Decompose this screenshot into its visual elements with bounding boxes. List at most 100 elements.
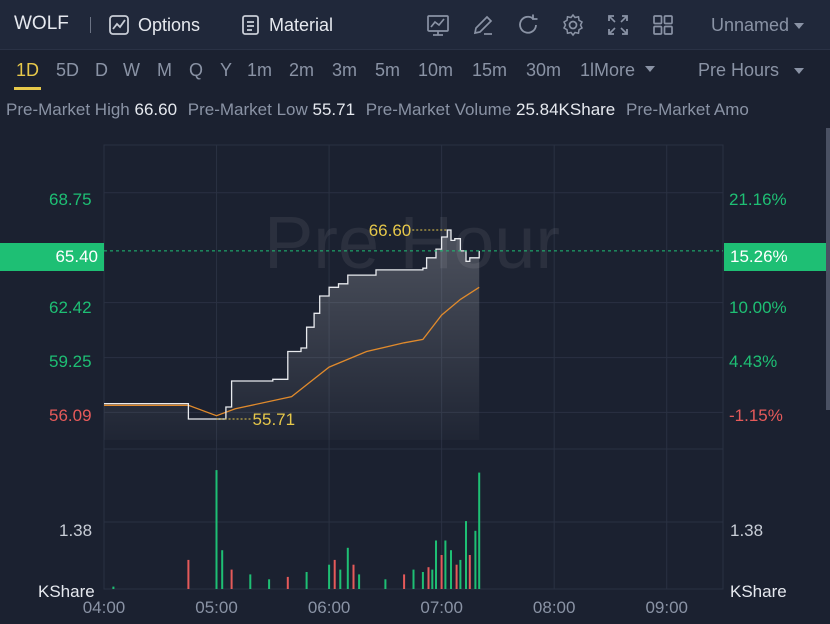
refresh-icon[interactable] <box>516 13 540 37</box>
chevron-down-icon[interactable] <box>794 23 804 29</box>
volume-bar <box>468 555 471 589</box>
active-period-underline <box>14 87 41 90</box>
toolbar-divider <box>90 17 91 33</box>
high-low-markers: 66.60 55.71 <box>216 221 448 429</box>
high-marker-label: 66.60 <box>369 221 412 240</box>
time-axis-label: 05:00 <box>195 598 238 617</box>
options-chart-icon <box>109 15 129 35</box>
options-label: Options <box>138 14 201 35</box>
material-label: Material <box>269 14 334 35</box>
time-axis-label: 08:00 <box>533 598 576 617</box>
price-axis-label: 59.25 <box>49 352 92 371</box>
amount-label: Pre-Market Amo <box>626 100 749 119</box>
volume-bar <box>403 574 406 589</box>
volume-bar <box>268 579 271 589</box>
scrollbar[interactable] <box>826 128 830 410</box>
period-5d[interactable]: 5D <box>56 60 80 80</box>
volume-bar <box>435 540 437 589</box>
pct-axis-label: 10.00% <box>729 298 787 317</box>
period-selector: 1D 5D D W M Q Y 1m 2m 3m 5m 10m 15m 30m … <box>0 50 830 92</box>
volume-bar <box>305 572 308 589</box>
volume-bar <box>444 540 447 589</box>
period-y[interactable]: Y <box>220 60 233 80</box>
volume-bar <box>465 521 467 589</box>
low-label: Pre-Market Low <box>187 100 308 119</box>
volume-bar <box>230 569 233 589</box>
fullscreen-icon[interactable] <box>606 13 630 37</box>
period-30m[interactable]: 30m <box>526 60 562 80</box>
volume-value: 25.84KShare <box>516 100 616 119</box>
pre-market-stats: Pre-Market High 66.60 Pre-Market Low 55.… <box>6 100 830 122</box>
draw-pencil-icon[interactable] <box>471 13 495 37</box>
layout-grid-icon[interactable] <box>651 13 675 37</box>
volume-bar <box>412 569 415 589</box>
volume-axis-value-right: 1.38 <box>730 521 764 540</box>
current-price-tag: 65.40 <box>0 243 104 271</box>
period-d[interactable]: D <box>95 60 108 80</box>
volume-bar <box>346 547 349 589</box>
average-price-line <box>104 286 480 417</box>
session-chevron-down-icon[interactable] <box>794 68 804 74</box>
current-change-tag: 15.26% <box>724 243 830 271</box>
volume-bar <box>384 579 387 589</box>
material-button[interactable]: Material <box>241 12 333 38</box>
volume-axis-value: 1.38 <box>59 521 93 540</box>
period-m[interactable]: M <box>157 60 172 80</box>
price-axis-label: 68.75 <box>49 190 92 209</box>
volume-bar <box>187 559 190 589</box>
time-axis: 04:00 05:00 06:00 07:00 08:00 09:00 <box>83 598 688 617</box>
volume-bar <box>474 530 477 589</box>
pct-axis-label: 21.16% <box>729 190 787 209</box>
period-5m[interactable]: 5m <box>375 60 401 80</box>
period-3m[interactable]: 3m <box>332 60 358 80</box>
low-value: 55.71 <box>312 100 356 119</box>
time-axis-label: 09:00 <box>645 598 688 617</box>
volume-bar <box>112 586 115 589</box>
volume-bar <box>339 569 342 589</box>
volume-unit-right: KShare <box>730 582 787 601</box>
price-area-fill <box>104 230 480 440</box>
volume-bar <box>328 564 331 589</box>
period-2m[interactable]: 2m <box>289 60 315 80</box>
pct-axis-label: 4.43% <box>729 352 778 371</box>
volume-bar <box>421 572 424 589</box>
price-chart[interactable]: Pre Hour 66.60 55.71 04:00 05:00 06:00 07:0… <box>0 128 830 624</box>
volume-bars <box>112 470 481 589</box>
ticker-symbol[interactable]: WOLF <box>14 13 69 34</box>
price-line <box>104 229 480 420</box>
volume-bar <box>333 559 336 589</box>
volume-bar <box>431 569 434 589</box>
high-value: 66.60 <box>134 100 178 119</box>
material-document-icon <box>242 15 259 35</box>
indicator-chart-icon[interactable] <box>426 13 450 37</box>
period-more[interactable]: 1lMore <box>580 60 636 80</box>
time-axis-label: 04:00 <box>83 598 126 617</box>
volume-bar <box>215 470 218 589</box>
volume-bar <box>249 574 252 589</box>
time-axis-label: 06:00 <box>308 598 351 617</box>
high-label: Pre-Market High <box>6 100 130 119</box>
volume-label: Pre-Market Volume <box>365 100 512 119</box>
period-w[interactable]: W <box>123 60 140 80</box>
volume-bar <box>455 564 458 589</box>
top-toolbar: WOLF Options Material <box>0 0 830 50</box>
period-15m[interactable]: 15m <box>472 60 508 80</box>
volume-bar <box>459 559 462 589</box>
more-chevron-down-icon[interactable] <box>645 66 655 72</box>
volume-bar <box>440 555 443 589</box>
layout-name-dropdown[interactable]: Unnamed <box>711 15 790 35</box>
pct-axis-label: -1.15% <box>729 406 783 425</box>
session-selector[interactable]: Pre Hours <box>698 60 780 80</box>
options-button[interactable]: Options <box>108 12 200 38</box>
time-axis-label: 07:00 <box>420 598 463 617</box>
period-10m[interactable]: 10m <box>418 60 454 80</box>
period-1d[interactable]: 1D <box>16 60 40 80</box>
price-axis-label: 62.42 <box>49 298 92 317</box>
period-q[interactable]: Q <box>189 60 204 80</box>
volume-bar <box>286 576 289 589</box>
volume-bar <box>450 550 452 589</box>
low-marker-label: 55.71 <box>253 410 296 429</box>
period-1m[interactable]: 1m <box>247 60 273 80</box>
volume-bar <box>427 567 430 589</box>
settings-gear-icon[interactable] <box>561 13 585 37</box>
